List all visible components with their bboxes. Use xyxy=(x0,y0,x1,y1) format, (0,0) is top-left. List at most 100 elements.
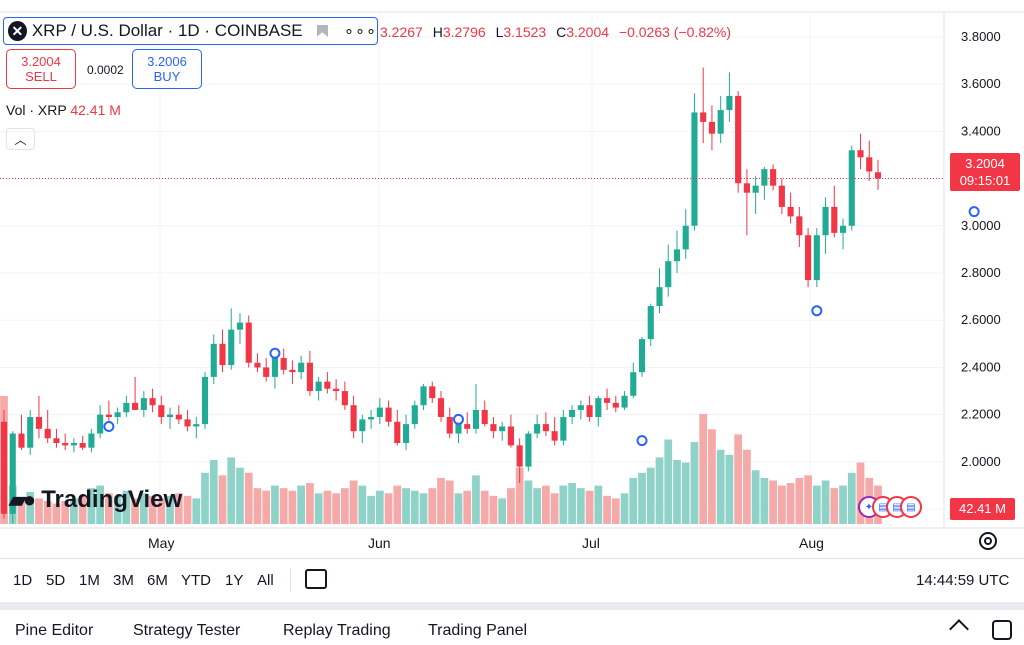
volume-legend[interactable]: Vol · XRP 42.41 M xyxy=(6,102,121,118)
candle-body xyxy=(201,376,209,425)
price-tick-label: 3.6000 xyxy=(961,76,1001,91)
candle-body xyxy=(464,424,471,429)
dividend-marker xyxy=(452,413,464,425)
candle-body xyxy=(376,407,383,418)
range-5d[interactable]: 5D xyxy=(46,572,66,589)
volume-bar xyxy=(35,498,43,524)
volume-bar xyxy=(419,493,428,524)
volume-bar xyxy=(769,480,777,524)
volume-bar xyxy=(70,498,78,524)
volume-bar xyxy=(271,485,279,524)
us-flag-icon[interactable]: ▤ xyxy=(900,496,922,518)
volume-bar xyxy=(812,485,821,524)
calendar-icon[interactable] xyxy=(305,569,327,589)
economic-events[interactable]: ✦ ▤ ▤ ▤ xyxy=(858,496,922,518)
tab-pine-editor[interactable]: Pine Editor xyxy=(15,622,94,639)
volume-bar xyxy=(507,488,515,524)
candle-body xyxy=(402,424,410,443)
utc-clock[interactable]: 14:44:59 UTC xyxy=(916,572,1010,589)
volume-bar xyxy=(480,490,489,524)
volume-bar xyxy=(306,483,314,524)
high-label: H xyxy=(432,24,443,40)
symbol-title[interactable]: XRP / U.S. Dollar · 1D · COINBASE xyxy=(31,21,303,40)
settings-icon[interactable] xyxy=(979,532,997,550)
volume-bar xyxy=(646,467,655,524)
candle-body xyxy=(866,157,873,172)
candle-body xyxy=(542,424,549,432)
candle-body xyxy=(848,150,855,226)
volume-bar xyxy=(332,493,340,524)
volume-bar xyxy=(690,442,699,524)
tab-strategy-tester[interactable]: Strategy Tester xyxy=(133,622,241,639)
range-1m[interactable]: 1M xyxy=(79,572,100,589)
range-6m[interactable]: 6M xyxy=(147,572,168,589)
candle-body xyxy=(140,398,147,410)
buy-button[interactable]: 3.2006 BUY xyxy=(132,49,202,89)
range-ytd[interactable]: YTD xyxy=(181,572,211,589)
logo-text: TradingView xyxy=(41,486,183,513)
volume-bar xyxy=(638,472,646,524)
volume-bar xyxy=(183,495,192,524)
volume-bar xyxy=(139,493,148,524)
candle-body xyxy=(18,433,25,448)
candle-body xyxy=(254,362,261,368)
tradingview-logo[interactable]: ▰● TradingView xyxy=(9,486,182,514)
volume-bar xyxy=(524,480,533,524)
range-1y[interactable]: 1Y xyxy=(225,572,244,589)
volume-tag: 42.41 M xyxy=(950,498,1015,520)
range-all[interactable]: All xyxy=(257,572,274,589)
candle-body xyxy=(333,388,340,392)
candle-body xyxy=(499,426,506,432)
candle-body xyxy=(429,386,436,399)
candles xyxy=(0,67,944,524)
volume-bar xyxy=(244,472,253,524)
candle-body xyxy=(595,398,602,418)
volume-bar xyxy=(17,498,26,524)
range-1d[interactable]: 1D xyxy=(13,572,33,589)
maximize-icon[interactable] xyxy=(992,620,1012,640)
candle-body xyxy=(175,414,182,420)
sell-button[interactable]: 3.2004 SELL xyxy=(6,49,76,89)
volume-bar xyxy=(568,483,576,524)
price-tick-label: 3.0000 xyxy=(961,218,1001,233)
volume-bar xyxy=(384,493,393,524)
candle-body xyxy=(236,322,244,330)
volume-bar xyxy=(559,485,568,524)
candle-body xyxy=(630,372,637,396)
more-icon[interactable]: ∘∘∘ xyxy=(343,23,377,40)
volume-bar xyxy=(498,498,507,524)
candle-body xyxy=(647,306,654,340)
tab-trading-panel[interactable]: Trading Panel xyxy=(428,622,528,639)
dividend-marker xyxy=(811,305,823,317)
candle-body xyxy=(874,172,882,179)
volume-bar xyxy=(847,472,856,524)
candle-body xyxy=(656,287,663,307)
candle-body xyxy=(673,249,681,262)
candle-body xyxy=(35,417,43,429)
volume-bar xyxy=(463,490,472,524)
volume-bar xyxy=(664,439,673,524)
low-value: 3.1523 xyxy=(503,24,547,40)
price-chart[interactable]: 3.80003.60003.40003.20003.00002.80002.60… xyxy=(0,0,1024,558)
volume-bar xyxy=(358,485,367,524)
tab-replay-trading[interactable]: Replay Trading xyxy=(283,622,391,639)
volume-bar xyxy=(437,477,445,524)
candle-body xyxy=(44,428,51,439)
candle-body xyxy=(778,185,785,207)
tradingview-mark-icon: ▰● xyxy=(9,487,36,512)
candle-body xyxy=(525,433,532,467)
range-3m[interactable]: 3M xyxy=(113,572,134,589)
collapse-legend-button[interactable]: ︿ xyxy=(6,128,35,150)
flag-icon[interactable] xyxy=(316,25,328,37)
candle-body xyxy=(105,414,112,418)
volume-bar xyxy=(585,490,594,524)
volume-bar xyxy=(105,493,113,524)
volume-bar xyxy=(78,495,87,524)
candle-body xyxy=(158,405,165,418)
symbol-header[interactable]: ✕ XRP / U.S. Dollar · 1D · COINBASE ∘∘∘ xyxy=(3,17,378,45)
candle-body xyxy=(0,421,8,514)
candle-body xyxy=(665,261,672,288)
volume-bar xyxy=(515,467,524,524)
volume-bar xyxy=(804,475,812,524)
candle-body xyxy=(813,235,820,281)
